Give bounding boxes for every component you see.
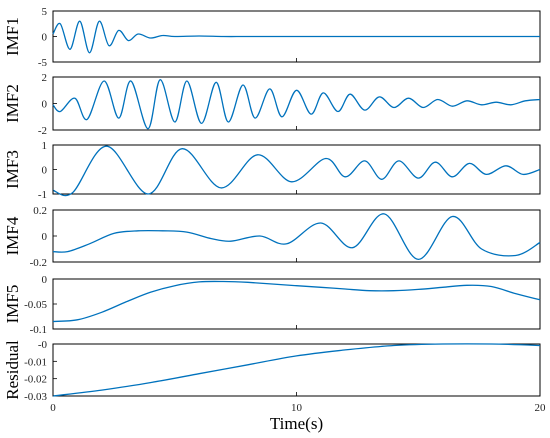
y-tick-label: -5	[38, 57, 48, 69]
series-line-imf2	[52, 79, 541, 130]
y-axis-label: IMF1	[3, 17, 22, 56]
y-tick-label: -1	[38, 189, 47, 201]
y-tick-label: -0.02	[24, 374, 47, 386]
y-tick-label: -0	[38, 339, 48, 351]
series-line-residual	[52, 343, 541, 397]
axes-frame	[52, 76, 541, 131]
panel-imf4: 0.2 0 -0.2 IMF4	[3, 205, 541, 269]
axes-frame	[52, 144, 541, 195]
x-tick-label: 10	[291, 402, 303, 414]
y-tick-label: 2	[42, 72, 48, 84]
y-tick-label: -0.03	[24, 391, 47, 403]
axes-frame	[52, 343, 541, 397]
axes-frame	[52, 209, 541, 263]
series-line-imf4	[52, 213, 541, 261]
panel-imf3: 1 0 -1 IMF3	[3, 140, 541, 201]
y-tick-label: -2	[38, 125, 47, 137]
panel-imf2: 2 0 -2 IMF2	[3, 72, 541, 137]
y-tick-label: 0	[42, 165, 48, 177]
series-line-imf1	[52, 20, 540, 54]
y-tick-label: 1	[42, 140, 48, 152]
series-line-imf3	[52, 145, 541, 197]
y-tick-label: -0.1	[30, 324, 47, 336]
series-line-imf5	[52, 280, 541, 323]
y-tick-label: 0	[42, 274, 48, 286]
axes-frame	[52, 278, 541, 330]
y-axis-label: IMF4	[3, 216, 22, 255]
y-tick-label: -0.05	[24, 299, 47, 311]
x-tick-label: 20	[535, 402, 547, 414]
y-tick-label: 0.2	[33, 205, 47, 217]
y-axis-label: IMF5	[3, 285, 22, 324]
y-axis-label: Residual	[3, 340, 22, 400]
x-tick-label: 0	[50, 402, 56, 414]
y-tick-label: 0	[42, 231, 48, 243]
y-tick-label: 0	[42, 99, 48, 111]
panel-imf5: 0 -0.05 -0.1 IMF5	[3, 274, 541, 336]
y-tick-label: 0	[42, 32, 48, 44]
y-tick-label: -0.01	[24, 356, 47, 368]
x-axis-label: Time(s)	[270, 414, 323, 433]
y-tick-label: 5	[42, 6, 48, 18]
y-axis-label: IMF2	[3, 84, 22, 123]
y-axis-label: IMF3	[3, 150, 22, 189]
y-tick-label: -0.2	[30, 257, 47, 269]
panel-imf1: 5 0 -5 IMF1	[3, 6, 541, 69]
